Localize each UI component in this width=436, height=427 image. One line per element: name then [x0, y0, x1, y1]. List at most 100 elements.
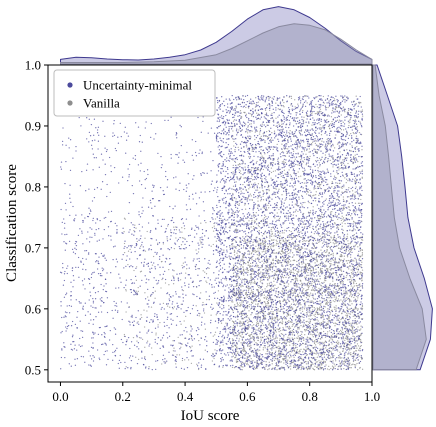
- point-uncertainty-minimal: [136, 238, 138, 240]
- point-vanilla: [311, 219, 313, 221]
- point-uncertainty-minimal: [84, 288, 86, 290]
- point-vanilla: [338, 284, 340, 287]
- point-vanilla: [331, 357, 333, 359]
- point-uncertainty-minimal: [66, 325, 69, 328]
- point-vanilla: [259, 281, 262, 283]
- point-vanilla: [296, 365, 298, 367]
- point-vanilla: [304, 256, 307, 258]
- point-vanilla: [355, 337, 357, 339]
- point-vanilla: [294, 304, 297, 306]
- point-uncertainty-minimal: [192, 280, 194, 282]
- point-vanilla: [264, 316, 266, 319]
- point-vanilla: [308, 274, 310, 277]
- point-uncertainty-minimal: [191, 193, 194, 195]
- point-uncertainty-minimal: [147, 262, 149, 264]
- point-uncertainty-minimal: [204, 219, 206, 222]
- point-uncertainty-minimal: [151, 293, 153, 296]
- point-vanilla: [351, 328, 353, 330]
- point-vanilla: [328, 365, 330, 368]
- point-vanilla: [264, 288, 266, 290]
- point-vanilla: [253, 250, 255, 252]
- point-vanilla: [132, 336, 135, 339]
- point-vanilla: [319, 322, 321, 324]
- point-vanilla: [305, 279, 307, 282]
- point-uncertainty-minimal: [163, 325, 166, 327]
- point-vanilla: [276, 240, 278, 243]
- point-uncertainty-minimal: [137, 310, 139, 312]
- point-uncertainty-minimal: [177, 305, 179, 307]
- point-uncertainty-minimal: [131, 316, 134, 318]
- point-uncertainty-minimal: [94, 298, 97, 300]
- point-uncertainty-minimal: [126, 247, 128, 249]
- point-vanilla: [242, 272, 245, 275]
- point-vanilla: [181, 237, 184, 239]
- point-vanilla: [160, 261, 163, 263]
- point-uncertainty-minimal: [147, 173, 149, 176]
- point-vanilla: [353, 315, 356, 317]
- point-vanilla: [316, 242, 318, 245]
- point-uncertainty-minimal: [186, 331, 188, 333]
- point-vanilla: [337, 298, 340, 300]
- point-vanilla: [330, 116, 333, 118]
- point-vanilla: [240, 112, 243, 114]
- point-vanilla: [123, 251, 126, 254]
- point-vanilla: [195, 249, 197, 251]
- point-vanilla: [325, 251, 327, 254]
- point-vanilla: [285, 289, 287, 291]
- point-uncertainty-minimal: [102, 120, 104, 122]
- point-uncertainty-minimal: [129, 258, 131, 260]
- point-vanilla: [275, 102, 277, 104]
- point-vanilla: [238, 338, 240, 340]
- point-vanilla: [353, 211, 355, 213]
- point-vanilla: [257, 324, 260, 326]
- point-vanilla: [238, 245, 241, 247]
- point-uncertainty-minimal: [168, 335, 171, 337]
- point-vanilla: [257, 303, 259, 305]
- point-uncertainty-minimal: [202, 310, 205, 312]
- point-vanilla: [329, 159, 331, 162]
- point-uncertainty-minimal: [68, 363, 70, 365]
- point-vanilla: [237, 333, 240, 336]
- point-vanilla: [341, 222, 343, 224]
- point-vanilla: [337, 319, 340, 322]
- point-uncertainty-minimal: [101, 267, 103, 269]
- point-vanilla: [250, 357, 252, 360]
- point-uncertainty-minimal: [181, 217, 184, 220]
- point-vanilla: [237, 164, 239, 166]
- point-vanilla: [296, 278, 298, 280]
- point-uncertainty-minimal: [198, 268, 200, 270]
- point-vanilla: [291, 321, 293, 324]
- point-vanilla: [346, 316, 348, 318]
- point-vanilla: [232, 301, 234, 303]
- point-vanilla: [242, 285, 244, 287]
- point-uncertainty-minimal: [170, 323, 173, 325]
- point-uncertainty-minimal: [64, 222, 66, 225]
- point-vanilla: [247, 289, 250, 292]
- point-vanilla: [311, 351, 313, 353]
- point-vanilla: [247, 343, 250, 345]
- point-vanilla: [323, 353, 325, 356]
- point-vanilla: [354, 229, 356, 231]
- point-vanilla: [247, 253, 249, 255]
- point-uncertainty-minimal: [149, 231, 151, 233]
- point-uncertainty-minimal: [131, 233, 133, 235]
- point-vanilla: [305, 258, 307, 261]
- point-vanilla: [296, 325, 298, 327]
- point-uncertainty-minimal: [145, 278, 148, 280]
- point-uncertainty-minimal: [200, 191, 202, 193]
- point-vanilla: [318, 194, 320, 197]
- point-vanilla: [262, 199, 265, 201]
- point-vanilla: [316, 351, 318, 353]
- point-vanilla: [243, 349, 245, 351]
- point-uncertainty-minimal: [168, 351, 170, 353]
- point-vanilla: [324, 336, 327, 338]
- point-vanilla: [247, 261, 249, 264]
- point-vanilla: [291, 334, 293, 336]
- point-vanilla: [342, 229, 344, 231]
- point-vanilla: [272, 311, 274, 313]
- point-vanilla: [319, 313, 321, 315]
- point-uncertainty-minimal: [120, 301, 123, 303]
- point-vanilla: [334, 283, 336, 285]
- point-vanilla: [312, 298, 315, 300]
- point-vanilla: [251, 199, 253, 202]
